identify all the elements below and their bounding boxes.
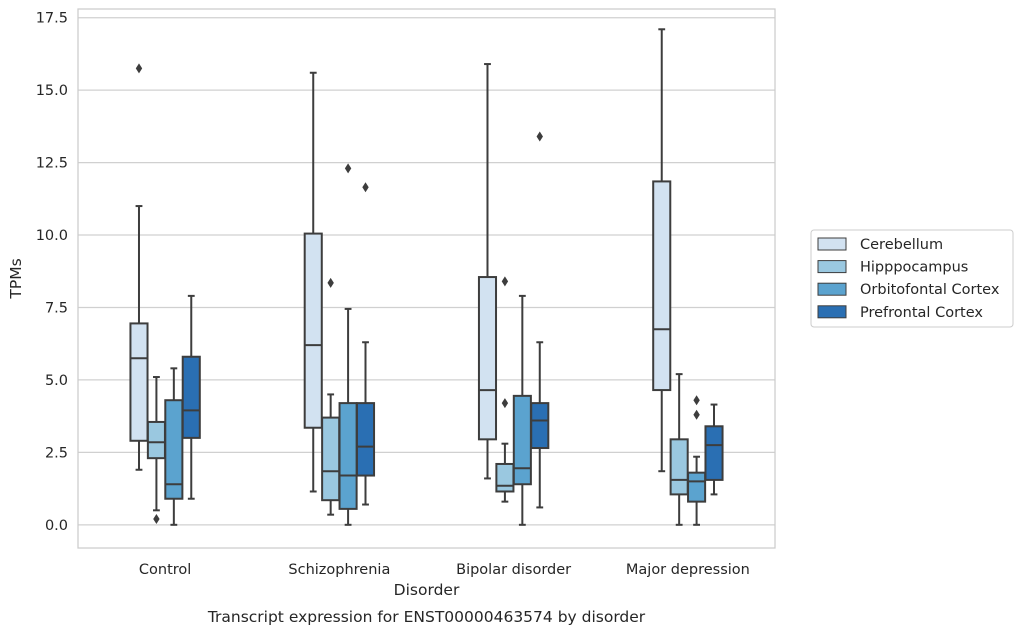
outlier-point: [501, 276, 509, 287]
legend-label: Cerebellum: [860, 237, 943, 253]
y-axis-label: TPMs: [7, 258, 25, 299]
outlier-point: [501, 398, 509, 409]
outlier-point: [327, 277, 334, 288]
box-hipppocampus: [495, 276, 515, 503]
legend: Cerebellum Hipppocampus Orbitofontal Corte…: [810, 229, 1014, 328]
outlier-point: [344, 163, 352, 174]
legend-label: Orbitofontal Cortex: [860, 282, 1000, 298]
legend-swatch: [817, 282, 847, 296]
legend-swatch: [817, 237, 847, 251]
box-hipppocampus: [669, 373, 689, 526]
y-tick-label: 15.0: [36, 83, 68, 99]
outlier-point: [693, 409, 700, 420]
box-prefrontal-cortex: [530, 131, 550, 509]
y-tick-label: 7.5: [45, 300, 68, 316]
y-tick-label: 12.5: [36, 156, 68, 172]
outlier-point: [693, 395, 700, 406]
box-body: [669, 438, 689, 496]
box-body: [652, 180, 672, 392]
outlier-point: [536, 131, 543, 142]
box-body: [495, 462, 515, 493]
x-tick-label: Major depression: [626, 562, 750, 578]
y-tick-label: 2.5: [45, 445, 68, 461]
x-tick-label: Bipolar disorder: [456, 562, 571, 578]
legend-frame: [810, 229, 1014, 328]
x-tick-label: Schizophrenia: [288, 562, 390, 578]
box-body: [355, 402, 376, 477]
box-body: [164, 399, 184, 500]
y-tick-label: 0.0: [45, 518, 68, 534]
box-body: [530, 402, 550, 450]
box-orbitofontal-cortex: [338, 163, 358, 526]
box-cerebellum: [129, 63, 149, 471]
legend-label: Hipppocampus: [860, 260, 968, 276]
x-axis-label: Disorder: [394, 581, 460, 599]
box-hipppocampus: [146, 376, 166, 525]
box-body: [321, 416, 341, 502]
outlier-point: [362, 182, 369, 193]
legend-items: Cerebellum Hipppocampus Orbitofontal Corte…: [817, 237, 1000, 321]
box-body: [338, 402, 358, 510]
box-prefrontal-cortex: [704, 403, 724, 496]
legend-swatch: [817, 260, 847, 274]
box-body: [303, 232, 323, 429]
y-tick-label: 10.0: [36, 228, 68, 244]
outlier-point: [135, 63, 143, 74]
box-hipppocampus: [321, 277, 341, 516]
box-orbitofontal-cortex: [512, 294, 532, 526]
box-cerebellum: [652, 28, 672, 473]
box-body: [129, 322, 149, 442]
y-axis-ticks: 0.0 2.5 5.0 7.5 10.0 12.5 15.0 17.5: [36, 11, 68, 534]
box-body: [687, 471, 707, 503]
box-body: [512, 394, 532, 486]
box-body: [477, 276, 498, 441]
y-tick-label: 17.5: [36, 11, 68, 27]
box-body: [146, 420, 166, 460]
plot-frame: [77, 8, 776, 549]
legend-swatch: [817, 305, 847, 319]
box-orbitofontal-cortex: [687, 395, 707, 526]
x-axis-ticks: Control Schizophrenia Bipolar disorder Majo…: [139, 562, 750, 578]
chart-caption: Transcript expression for ENST0000046357…: [207, 608, 646, 626]
box-body: [704, 425, 724, 481]
legend-label: Prefrontal Cortex: [860, 305, 983, 321]
box-cerebellum: [303, 71, 323, 493]
box-prefrontal-cortex: [355, 182, 376, 506]
box-orbitofontal-cortex: [164, 367, 184, 526]
box-cerebellum: [477, 63, 498, 480]
outlier-point: [153, 514, 160, 525]
y-tick-label: 5.0: [45, 373, 68, 389]
box-body: [181, 355, 201, 439]
box-prefrontal-cortex: [181, 294, 201, 500]
box-series: [129, 28, 724, 526]
x-tick-label: Control: [139, 562, 191, 578]
